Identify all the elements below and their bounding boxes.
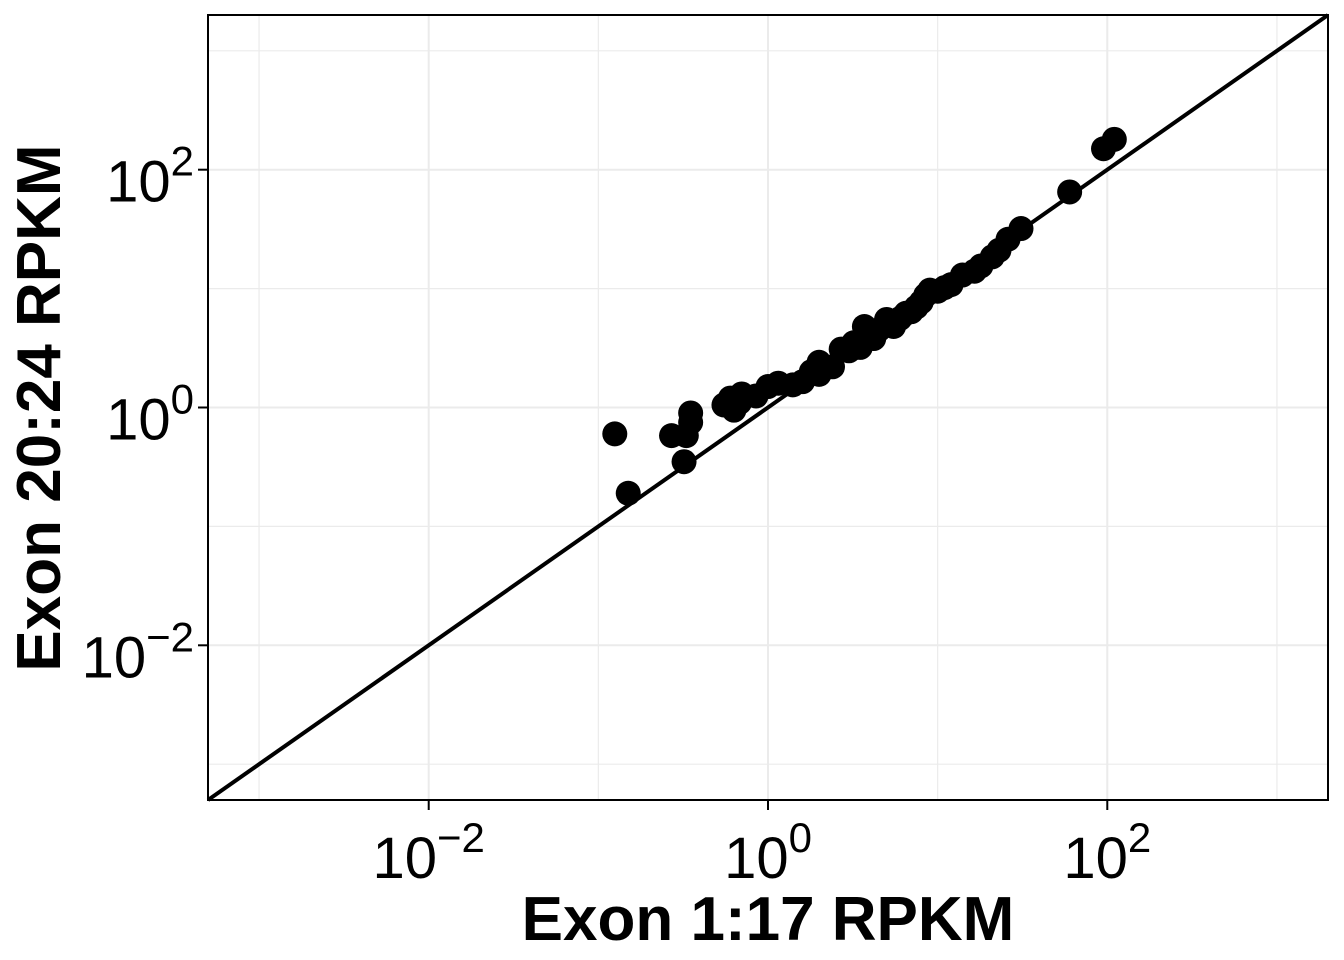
data-point <box>1057 179 1083 205</box>
data-point <box>671 449 697 475</box>
y-tick-label: 100 <box>106 376 194 453</box>
y-tick-label: 10−2 <box>82 613 194 690</box>
x-tick-label: 100 <box>724 814 812 891</box>
y-axis-ticks: 10−2 100 102 <box>82 138 208 690</box>
x-axis-ticks: 10−2 100 102 <box>373 800 1151 891</box>
x-tick-label: 102 <box>1063 814 1151 891</box>
data-point <box>615 480 641 506</box>
y-tick-label: 102 <box>106 138 194 215</box>
data-point <box>1008 216 1034 242</box>
data-point <box>1101 126 1127 152</box>
data-point <box>602 421 628 447</box>
y-axis-title: Exon 20:24 RPKM <box>5 144 74 671</box>
identity-reference-line <box>206 13 1330 802</box>
data-point <box>678 400 704 426</box>
x-tick-label: 10−2 <box>373 814 485 891</box>
x-axis-title: Exon 1:17 RPKM <box>522 885 1015 954</box>
minor-gridlines <box>208 15 1328 800</box>
data-points <box>602 126 1127 506</box>
